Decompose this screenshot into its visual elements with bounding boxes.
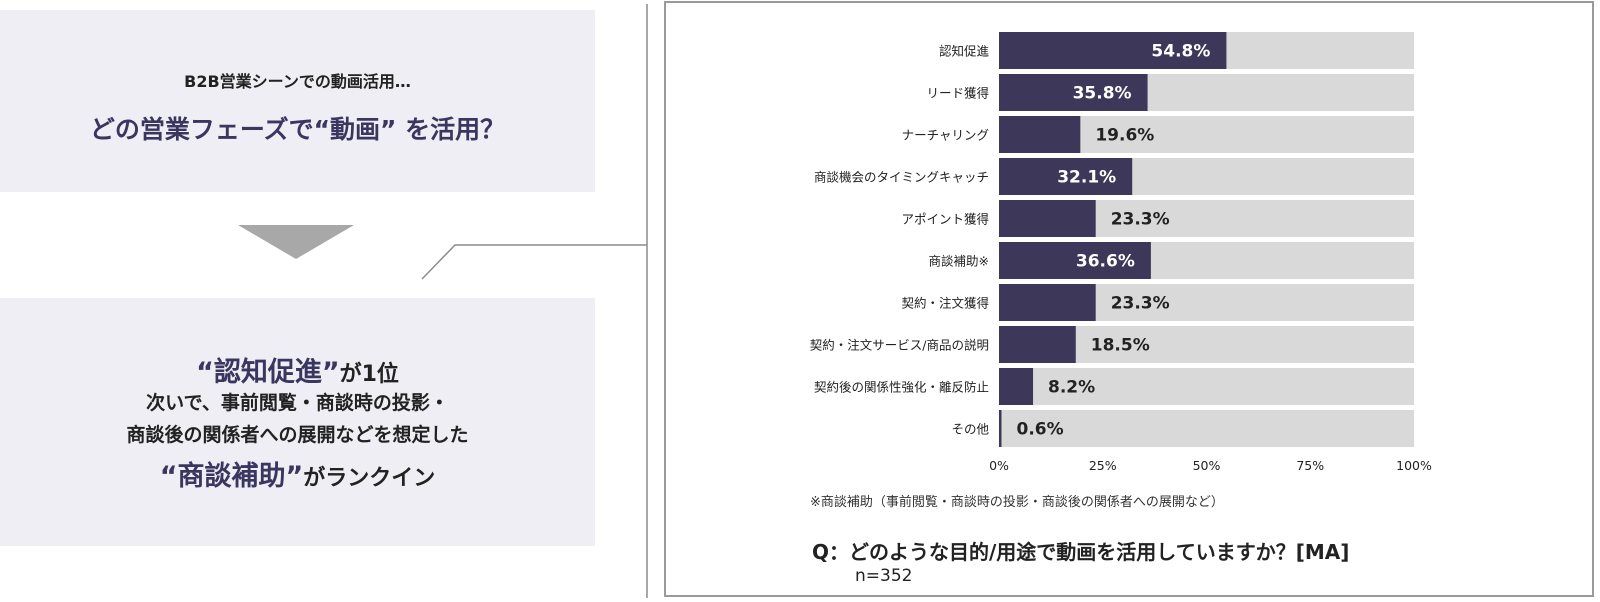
bar [999, 158, 1133, 195]
data-label: 23.3% [1111, 210, 1170, 230]
question-panel: B2B営業シーンでの動画活用… どの営業フェーズで“動画” を活用？ [0, 10, 595, 192]
data-label: 54.8% [1151, 42, 1210, 62]
bar-track [999, 410, 1414, 447]
x-tick-label: 100% [1396, 458, 1432, 473]
conclusion-highlight-1: “認知促進” [196, 357, 340, 388]
conclusion-line-4: “商談補助”がランクイン [0, 454, 595, 493]
category-label: その他 [951, 422, 989, 437]
panel-question-title: どの営業フェーズで“動画” を活用？ [89, 115, 506, 144]
category-label: 契約・注文獲得 [901, 296, 989, 311]
category-label: アポイント獲得 [901, 212, 989, 227]
conclusion-text-1: が1位 [339, 362, 399, 387]
data-label: 8.2% [1048, 378, 1095, 398]
survey-question: Q：どのような目的/用途で動画を活用していますか？[MA] [812, 540, 1350, 564]
bar [999, 284, 1096, 321]
x-tick-label: 0% [989, 458, 1009, 473]
bar [999, 326, 1076, 363]
category-label: 商談補助※ [929, 254, 989, 269]
data-label: 23.3% [1111, 294, 1170, 314]
conclusion-line-1: “認知促進”が1位 [0, 350, 595, 389]
arrow-down-icon [238, 225, 354, 259]
sample-size: n=352 [855, 566, 913, 586]
chart-note: ※商談補助（事前閲覧・商談時の投影・商談後の関係者への展開など） [810, 495, 1224, 510]
data-label: 32.1% [1057, 168, 1116, 188]
bar [999, 74, 1148, 111]
x-tick-label: 25% [1089, 458, 1117, 473]
category-label: 契約・注文サービス/商品の説明 [810, 338, 989, 353]
category-label: 商談機会のタイミングキャッチ [814, 170, 989, 185]
bar [999, 200, 1096, 237]
bar [999, 368, 1034, 405]
panel-subtitle: B2B営業シーンでの動画活用… [184, 72, 411, 91]
data-label: 35.8% [1073, 84, 1132, 104]
x-tick-label: 50% [1193, 458, 1221, 473]
bar [999, 410, 1002, 447]
conclusion-panel [0, 298, 595, 546]
pointer-line [421, 244, 647, 280]
category-label: 契約後の関係性強化・離反防止 [814, 380, 989, 395]
bar [999, 242, 1151, 279]
data-label: 36.6% [1076, 252, 1135, 272]
conclusion-highlight-2: “商談補助” [159, 461, 304, 492]
category-label: 認知促進 [939, 44, 990, 59]
data-label: 19.6% [1095, 126, 1154, 146]
conclusion-line-3: 商談後の関係者への展開などを想定した [126, 424, 469, 446]
data-label: 18.5% [1091, 336, 1150, 356]
bar [999, 116, 1081, 153]
x-tick-label: 75% [1296, 458, 1324, 473]
conclusion-text-4: がランクイン [303, 466, 436, 491]
category-label: リード獲得 [926, 86, 989, 101]
bar [999, 32, 1227, 69]
conclusion-line-2: 次いで、事前閲覧・商談時の投影・ [146, 392, 449, 414]
bar-track [999, 368, 1414, 405]
category-label: ナーチャリング [902, 128, 989, 143]
data-label: 0.6% [1016, 420, 1063, 440]
